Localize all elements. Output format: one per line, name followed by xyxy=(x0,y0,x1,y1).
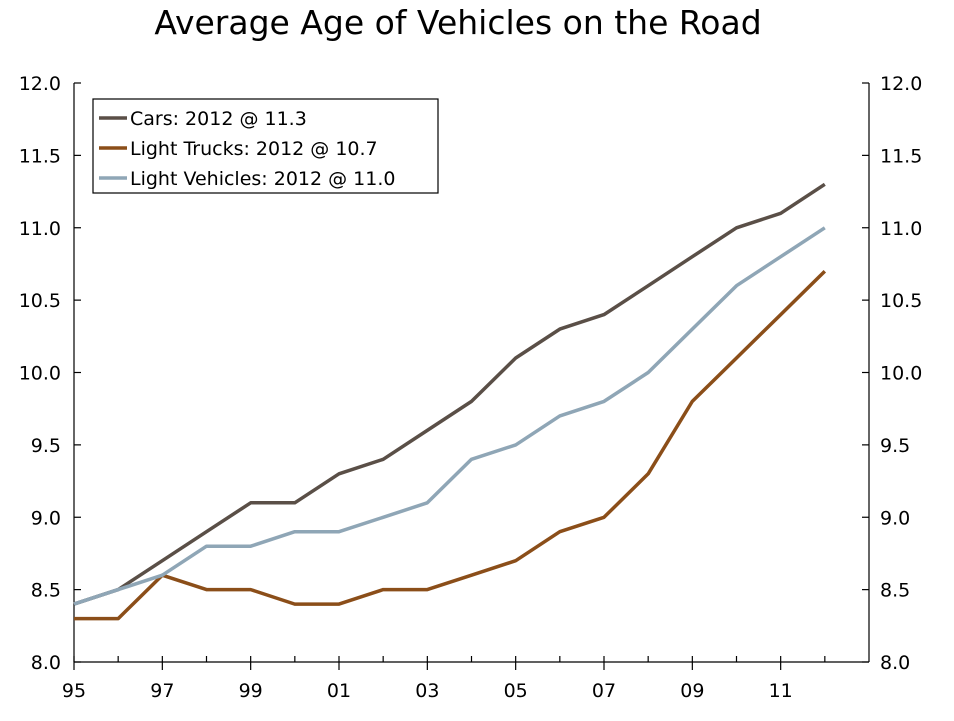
legend-label: Light Vehicles: 2012 @ 11.0 xyxy=(130,168,395,190)
plot-area: 8.0 8.0 8.5 8.5 9.0 9.0 9.5 9.5 10.0 10.0 10.5 10.5… xyxy=(19,73,923,702)
y-tick-label-right: 11.5 xyxy=(880,145,922,167)
y-tick-label-right: 11.0 xyxy=(880,218,922,240)
legend: Cars: 2012 @ 11.3 Light Trucks: 2012 @ 10… xyxy=(92,98,439,194)
series-layer xyxy=(73,182,827,621)
x-tick-label: 95 xyxy=(62,680,86,702)
legend-box xyxy=(92,98,439,194)
x-tick-label: 03 xyxy=(415,680,439,702)
y-tick-label-right: 10.0 xyxy=(880,363,922,385)
y-tick-label-left: 8.0 xyxy=(31,652,61,674)
y-tick-label-right: 10.5 xyxy=(880,290,922,312)
y-tick-label-left: 12.0 xyxy=(19,73,61,95)
legend-label: Light Trucks: 2012 @ 10.7 xyxy=(130,138,378,160)
y-tick-label-left: 11.5 xyxy=(19,145,61,167)
x-tick-label: 11 xyxy=(769,680,793,702)
series-line-2 xyxy=(73,226,826,606)
y-tick-label-right: 12.0 xyxy=(880,73,922,95)
x-tick-label: 99 xyxy=(239,680,263,702)
y-tick-label-right: 8.5 xyxy=(880,580,910,602)
y-tick-label-left: 9.0 xyxy=(31,507,61,529)
y-tick-label-right: 9.0 xyxy=(880,507,910,529)
series-line-0 xyxy=(73,182,826,606)
legend-label: Cars: 2012 @ 11.3 xyxy=(130,108,307,130)
y-tick-label-right: 8.0 xyxy=(880,652,910,674)
x-tick-label: 97 xyxy=(150,680,174,702)
x-tick-label: 09 xyxy=(680,680,704,702)
y-tick-label-right: 9.5 xyxy=(880,435,910,457)
x-tick-label: 01 xyxy=(327,680,351,702)
series-line-1 xyxy=(74,269,827,621)
chart-title: Average Age of Vehicles on the Road xyxy=(154,3,761,42)
y-tick-label-left: 9.5 xyxy=(31,435,61,457)
y-tick-label-left: 10.0 xyxy=(19,363,61,385)
y-tick-label-left: 11.0 xyxy=(19,218,61,240)
axis-ticks: 8.0 8.0 8.5 8.5 9.0 9.0 9.5 9.5 10.0 10.0 10.5 10.5… xyxy=(19,73,923,702)
x-tick-label: 07 xyxy=(592,680,616,702)
x-tick-label: 05 xyxy=(504,680,528,702)
y-tick-label-left: 10.5 xyxy=(19,290,61,312)
y-tick-label-left: 8.5 xyxy=(31,580,61,602)
